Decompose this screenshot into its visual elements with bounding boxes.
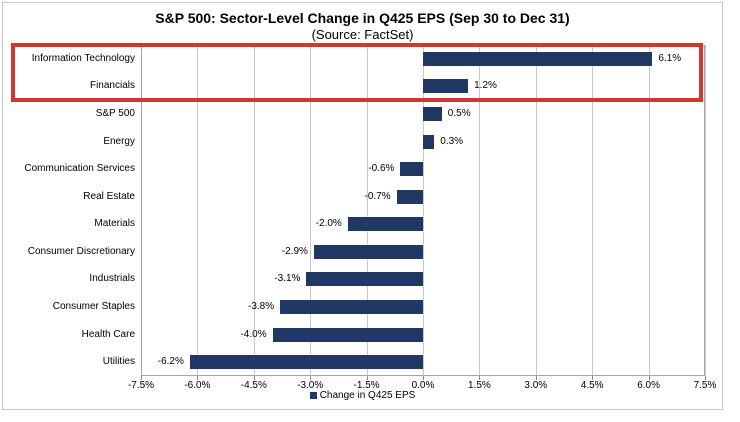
x-tick-label: -1.5% <box>353 380 380 391</box>
category-label: Consumer Discretionary <box>27 245 135 257</box>
chart-title: S&P 500: Sector-Level Change in Q425 EPS… <box>155 10 570 26</box>
axis-tick-mark <box>366 376 368 380</box>
chart-subtitle: (Source: FactSet) <box>311 27 414 42</box>
bar <box>400 162 423 177</box>
category-label: Utilities <box>102 356 135 368</box>
value-label: -6.2% <box>157 356 184 368</box>
category-label: Materials <box>94 218 135 230</box>
value-label: 1.2% <box>474 80 497 92</box>
gridline <box>366 45 368 376</box>
x-tick-label: -6.0% <box>184 380 211 391</box>
legend: Change in Q425 EPS <box>3 390 722 401</box>
x-tick-label: -7.5% <box>127 380 155 391</box>
bar <box>423 134 435 149</box>
category-label: Financials <box>89 80 135 92</box>
value-label: 0.5% <box>447 107 471 119</box>
x-tick-label: 7.5% <box>693 380 717 391</box>
gridline <box>479 45 481 376</box>
value-label: -3.1% <box>274 273 301 285</box>
x-tick-label: 6.0% <box>637 380 660 391</box>
category-label: Industrials <box>89 273 135 285</box>
gridline <box>310 45 312 376</box>
x-tick-label: 3.0% <box>524 380 548 391</box>
axis-tick-mark <box>535 376 537 380</box>
category-label: Health Care <box>81 328 135 340</box>
axis-tick-mark <box>423 376 424 380</box>
x-tick-label: -4.5% <box>240 380 267 391</box>
gridline <box>423 45 424 376</box>
axis-tick-mark <box>705 376 706 380</box>
value-label: -0.7% <box>364 190 391 202</box>
axis-tick-mark <box>253 376 255 380</box>
bar <box>396 189 423 204</box>
value-label: 6.1% <box>658 52 682 64</box>
gridline <box>197 45 199 376</box>
axis-tick-mark <box>592 376 594 380</box>
category-label: Energy <box>103 135 135 147</box>
bar <box>280 300 423 315</box>
bar <box>423 106 442 121</box>
bar <box>423 51 653 66</box>
value-label: 0.3% <box>440 135 464 147</box>
bar <box>423 79 469 94</box>
axis-tick-mark <box>197 376 199 380</box>
bar <box>306 272 423 287</box>
gridline <box>705 45 706 376</box>
legend-label: Change in Q425 EPS <box>319 390 416 401</box>
axis-tick-mark <box>141 376 142 380</box>
legend-marker-icon <box>309 392 317 399</box>
value-label: -2.0% <box>315 218 342 230</box>
category-label: Information Technology <box>31 52 135 64</box>
x-tick-label: -3.0% <box>297 380 324 391</box>
value-label: -4.0% <box>240 328 267 340</box>
bar <box>189 355 423 370</box>
value-label: -2.9% <box>281 245 308 257</box>
category-label: Consumer Staples <box>52 301 135 313</box>
bar <box>347 217 423 232</box>
category-label: Real Estate <box>83 190 135 202</box>
value-label: -0.6% <box>368 163 395 175</box>
axis-tick-mark <box>310 376 312 380</box>
bar <box>272 327 423 342</box>
gridline <box>648 45 650 376</box>
chart-frame: S&P 500: Sector-Level Change in Q425 EPS… <box>2 2 723 410</box>
axis-tick-mark <box>479 376 481 380</box>
value-label: -3.8% <box>247 301 275 313</box>
axis-tick-mark <box>648 376 650 380</box>
bar <box>313 244 423 259</box>
highlight-box <box>11 43 703 102</box>
x-tick-label: 0.0% <box>411 380 435 391</box>
gridline <box>253 45 255 376</box>
category-label: S&P 500 <box>95 107 135 119</box>
x-tick-label: 1.5% <box>467 380 491 391</box>
gridline <box>592 45 594 376</box>
gridline <box>535 45 537 376</box>
x-tick-label: 4.5% <box>580 380 604 391</box>
category-label: Communication Services <box>24 163 135 175</box>
